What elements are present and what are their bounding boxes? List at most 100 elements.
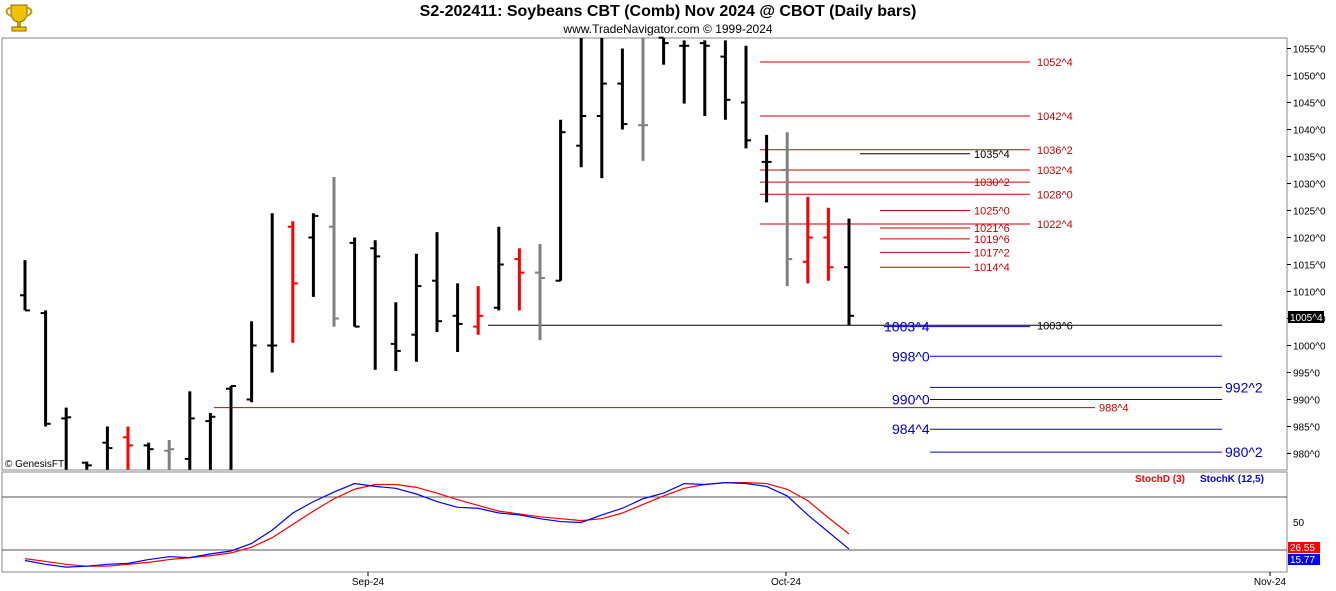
y-tick-label: 990^0 <box>1293 396 1320 407</box>
ohlc-bar <box>555 119 566 282</box>
ohlc-bar <box>617 48 628 130</box>
last-price-tag: 1005^4 <box>1288 311 1324 324</box>
x-tick-label: Oct-24 <box>771 577 801 588</box>
y-tick-label: 985^0 <box>1293 423 1320 434</box>
ohlc-bar <box>81 461 92 470</box>
price-bars[interactable] <box>20 36 854 470</box>
chart-subtitle: www.TradeNavigator.com © 1999-2024 <box>563 22 773 36</box>
ohlc-bar <box>329 177 339 327</box>
ohlc-bar <box>267 213 278 373</box>
ohlc-bar <box>741 45 751 149</box>
ohlc-bar <box>40 310 51 427</box>
y-tick-label: 1055^0 <box>1293 45 1326 56</box>
ohlc-bar <box>349 237 360 328</box>
level-label-red: 1025^0 <box>974 206 1010 218</box>
chart-header: S2-202411: Soybeans CBT (Comb) Nov 2024 … <box>0 0 1336 36</box>
stoch-k-last-value: 15.77 <box>1290 555 1315 566</box>
x-tick-label: Nov-24 <box>1254 577 1287 588</box>
ohlc-bar <box>576 38 587 168</box>
level-label-red: 1030^2 <box>974 177 1010 189</box>
level-label-blue: 1003^4 <box>884 319 930 335</box>
ohlc-bar <box>596 38 607 179</box>
y-tick-label: 1025^0 <box>1293 207 1326 218</box>
y-tick-label: 1015^0 <box>1293 261 1326 272</box>
ohlc-bar <box>493 226 504 311</box>
level-label-red: 1022^4 <box>1037 219 1073 231</box>
chart-title: S2-202411: Soybeans CBT (Comb) Nov 2024 … <box>419 3 917 20</box>
level-label-blue: 980^2 <box>1225 444 1263 460</box>
ohlc-bar <box>844 218 854 325</box>
level-label-red: 1028^0 <box>1037 189 1073 201</box>
level-label-red: 1014^4 <box>974 262 1010 274</box>
level-label-blue: 992^2 <box>1225 379 1263 395</box>
level-label-red: 1042^4 <box>1037 111 1073 123</box>
ohlc-bar <box>102 426 113 470</box>
stoch-d-line <box>24 482 850 567</box>
ohlc-bar <box>143 442 154 470</box>
y-tick-label: 980^0 <box>1293 450 1320 461</box>
stoch-k-line <box>24 481 850 568</box>
level-label-black: 1003^6 <box>1037 320 1073 332</box>
y-tick-label: 1000^0 <box>1293 342 1326 353</box>
ohlc-bar <box>370 240 381 370</box>
date-axis: Sep-24 Oct-24 Nov-24 <box>352 572 1287 588</box>
x-tick-label: Sep-24 <box>352 577 385 588</box>
y-tick-label: 1010^0 <box>1293 288 1326 299</box>
level-label-red: 1032^4 <box>1037 165 1073 177</box>
watermark: © GenesisFT <box>5 459 64 470</box>
level-label-blue: 998^0 <box>892 348 930 364</box>
ohlc-bar <box>761 134 772 203</box>
ohlc-bar <box>802 197 813 284</box>
ohlc-bar <box>20 260 30 312</box>
legend-stoch-k: StochK (12,5) <box>1200 474 1264 485</box>
ohlc-bar <box>184 391 195 470</box>
ohlc-bar <box>782 132 793 287</box>
ohlc-bar <box>514 248 525 311</box>
y-tick-label: 995^0 <box>1293 369 1320 380</box>
price-axis: 1055^0 1050^0 1045^0 1040^0 1035^0 1030^0 1025… <box>1287 45 1326 461</box>
ohlc-bar <box>699 40 710 116</box>
ohlc-bar <box>432 232 442 332</box>
ohlc-bar <box>452 283 463 352</box>
ohlc-bar <box>679 40 690 104</box>
last-price-label: 1005^4 <box>1290 313 1323 324</box>
ohlc-bar <box>226 385 236 470</box>
stoch-pane-frame <box>1 471 1288 573</box>
level-label-red: 1017^2 <box>974 247 1010 259</box>
y-tick-label: 1020^0 <box>1293 234 1326 245</box>
ohlc-bar <box>411 253 422 362</box>
ohlc-bar <box>473 286 484 335</box>
ohlc-bar <box>390 302 401 371</box>
ohlc-bar <box>61 407 72 470</box>
price-levels: 1052^4 1042^4 1036^2 1032^4 1030^2 1028^0 1025… <box>214 57 1263 460</box>
y-tick-label: 1045^0 <box>1293 99 1326 110</box>
ohlc-bar <box>638 38 648 161</box>
level-label-black: 1035^4 <box>974 149 1010 161</box>
ohlc-bar <box>308 213 319 297</box>
stochastic-pane <box>2 481 1287 568</box>
level-label-blue: 984^4 <box>892 421 930 437</box>
ohlc-bar <box>123 426 133 470</box>
level-label-red: 1052^4 <box>1037 57 1073 69</box>
ohlc-bar <box>246 321 257 403</box>
level-label-red: 1019^6 <box>974 234 1010 246</box>
y-tick-label: 1030^0 <box>1293 180 1326 191</box>
level-label-red: 1036^2 <box>1037 145 1073 157</box>
stoch-tick-50: 50 <box>1293 518 1305 529</box>
level-label-red: 988^4 <box>1099 403 1129 415</box>
ohlc-bar <box>205 413 216 470</box>
stoch-d-last-value: 26.55 <box>1290 543 1315 554</box>
legend-stoch-d: StochD (3) <box>1135 474 1185 485</box>
y-tick-label: 1050^0 <box>1293 72 1326 83</box>
ohlc-bar <box>535 243 545 341</box>
ohlc-bar <box>287 221 298 343</box>
ohlc-bar <box>720 40 731 120</box>
y-tick-label: 1040^0 <box>1293 126 1326 137</box>
level-label-red: 1021^6 <box>974 223 1010 235</box>
trophy-icon <box>5 4 33 32</box>
ohlc-bar <box>658 36 669 65</box>
ohlc-bar <box>164 440 175 470</box>
y-tick-label: 1035^0 <box>1293 153 1326 164</box>
level-label-blue: 990^0 <box>892 392 930 408</box>
